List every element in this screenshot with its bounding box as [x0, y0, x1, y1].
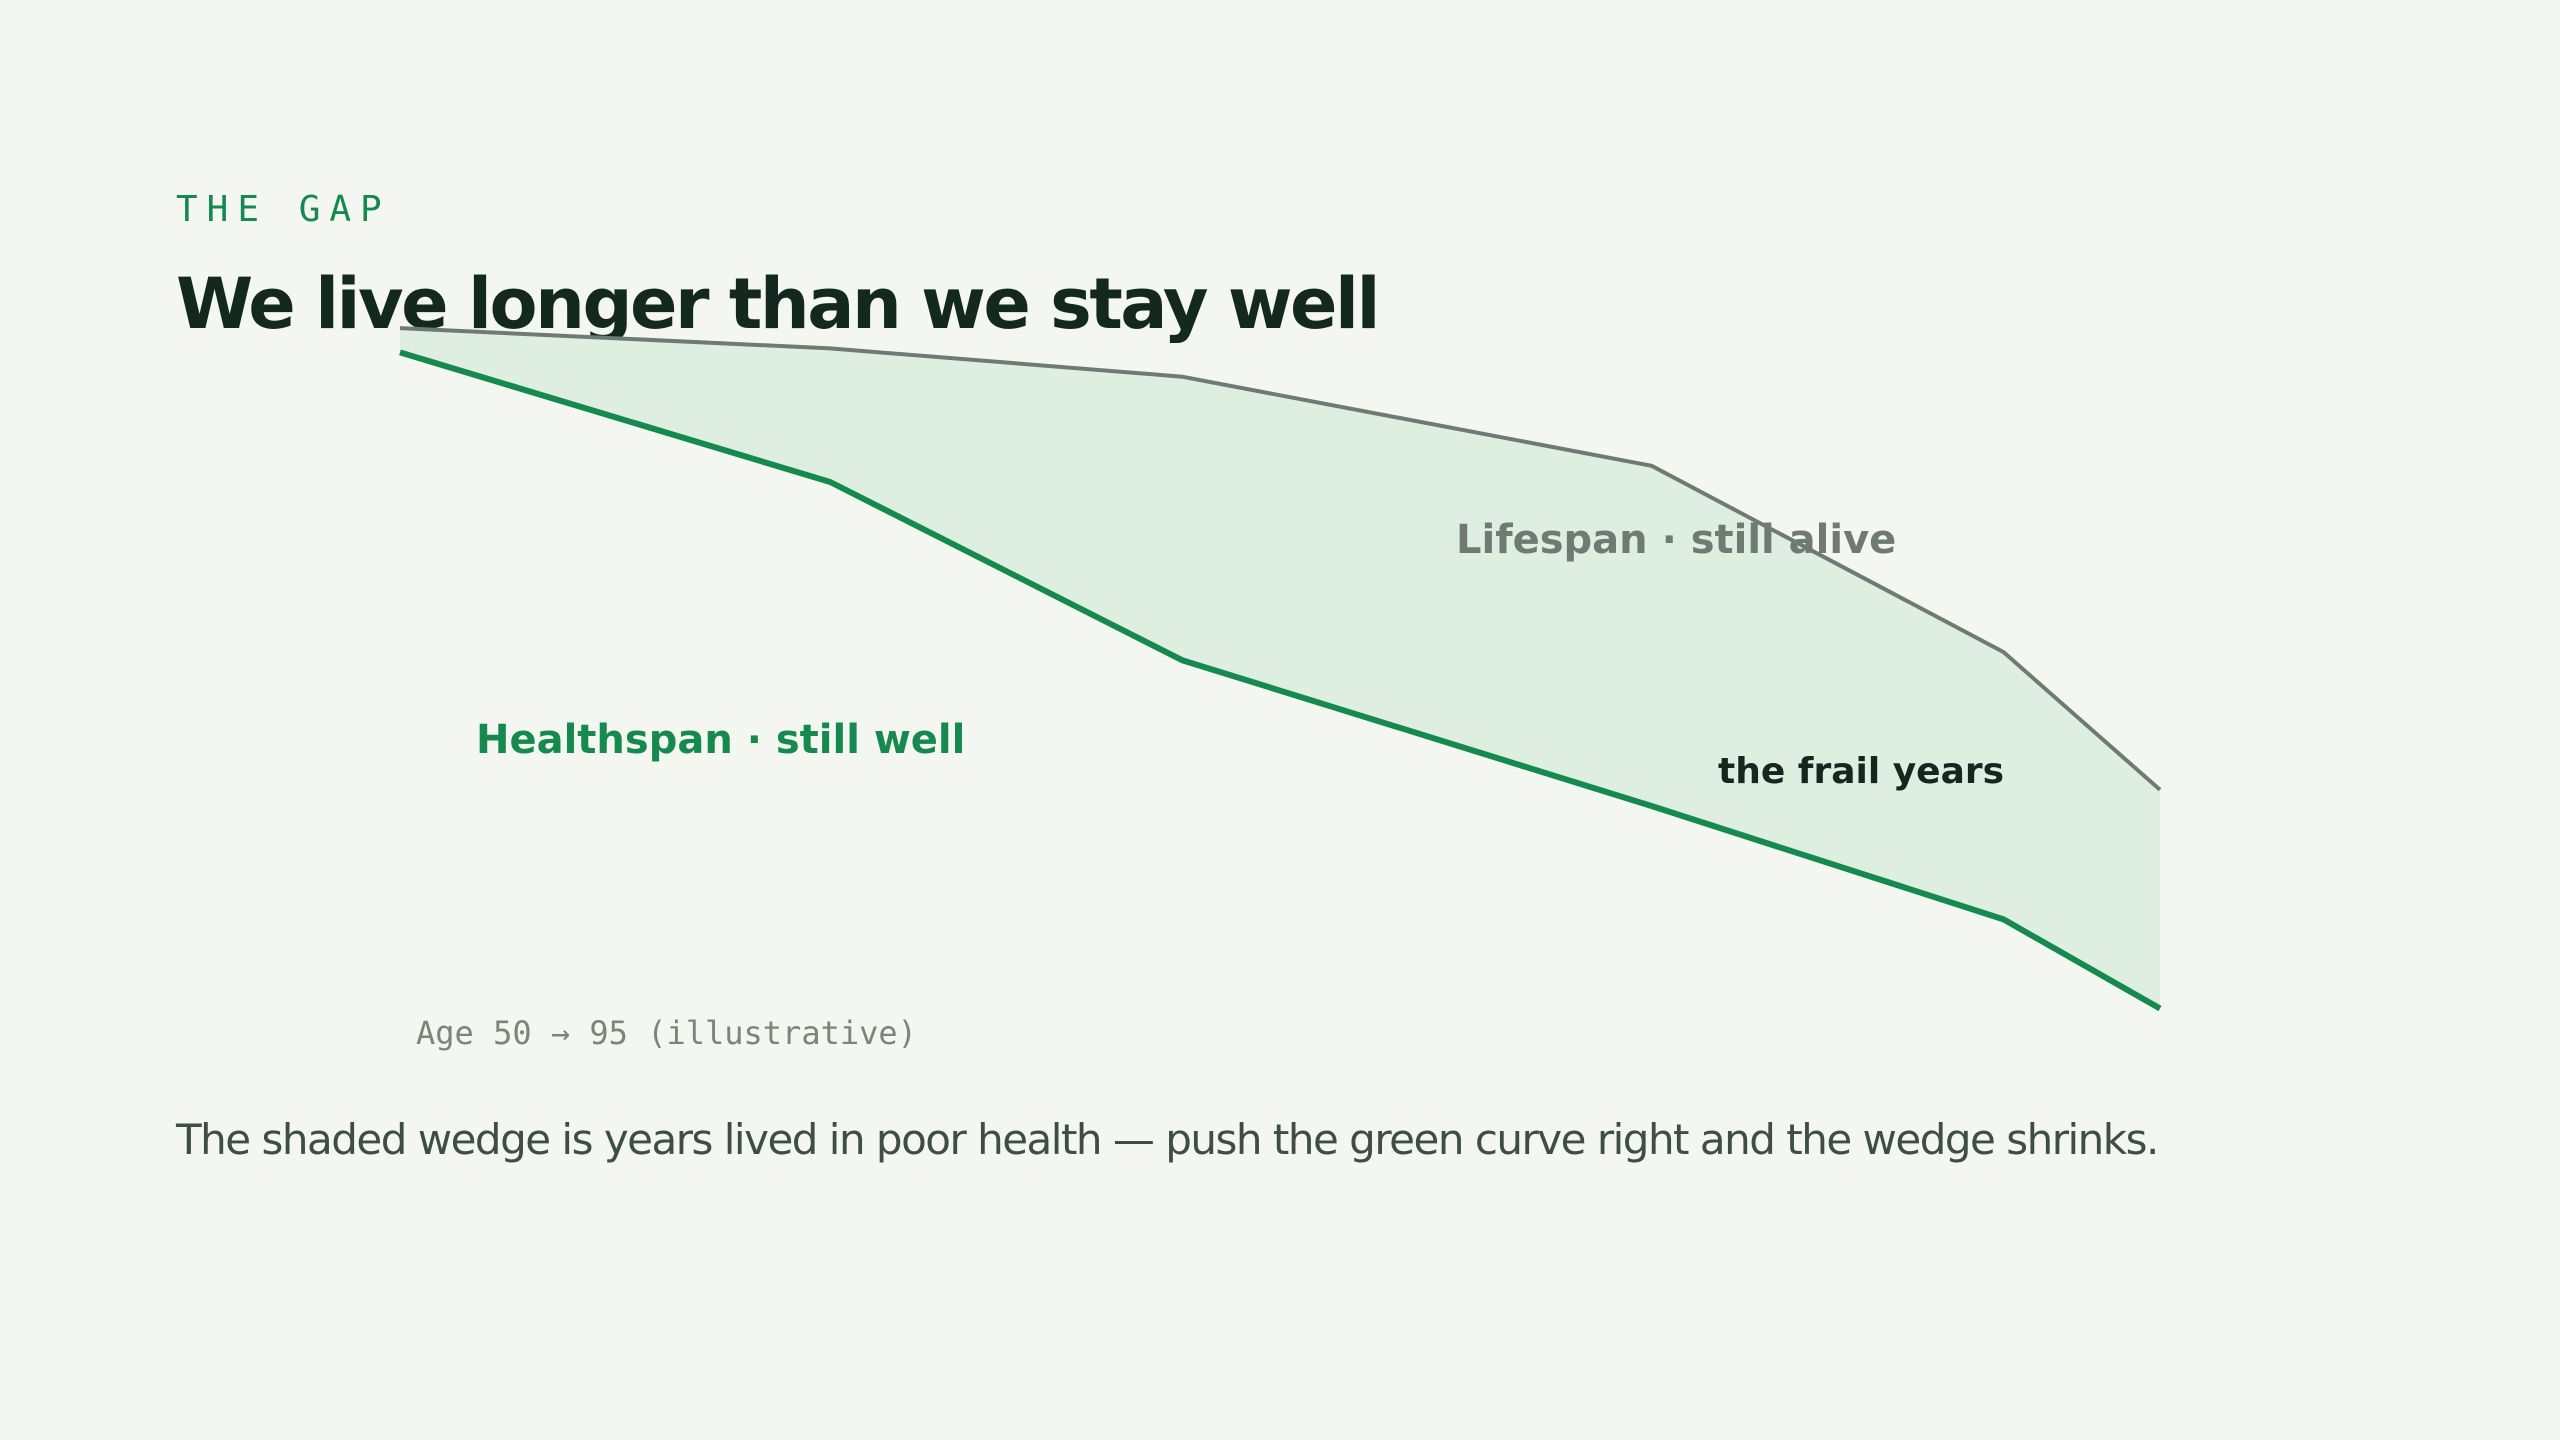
- healthspan-line: [399, 349, 2162, 1012]
- chart-caption: The shaded wedge is years lived in poor …: [176, 1115, 2159, 1164]
- lifespan-label: Lifespan · still alive: [1456, 517, 1896, 563]
- page-title: We live longer than we stay well: [176, 263, 1381, 345]
- frail-years-area: [400, 328, 2160, 1009]
- healthspan-label: Healthspan · still well: [476, 717, 965, 763]
- frail-years-label: the frail years: [1718, 751, 2004, 792]
- x-axis-label: Age 50 → 95 (illustrative): [416, 1014, 917, 1052]
- section-eyebrow: THE GAP: [176, 189, 391, 230]
- lifespan-line: [399, 326, 2162, 792]
